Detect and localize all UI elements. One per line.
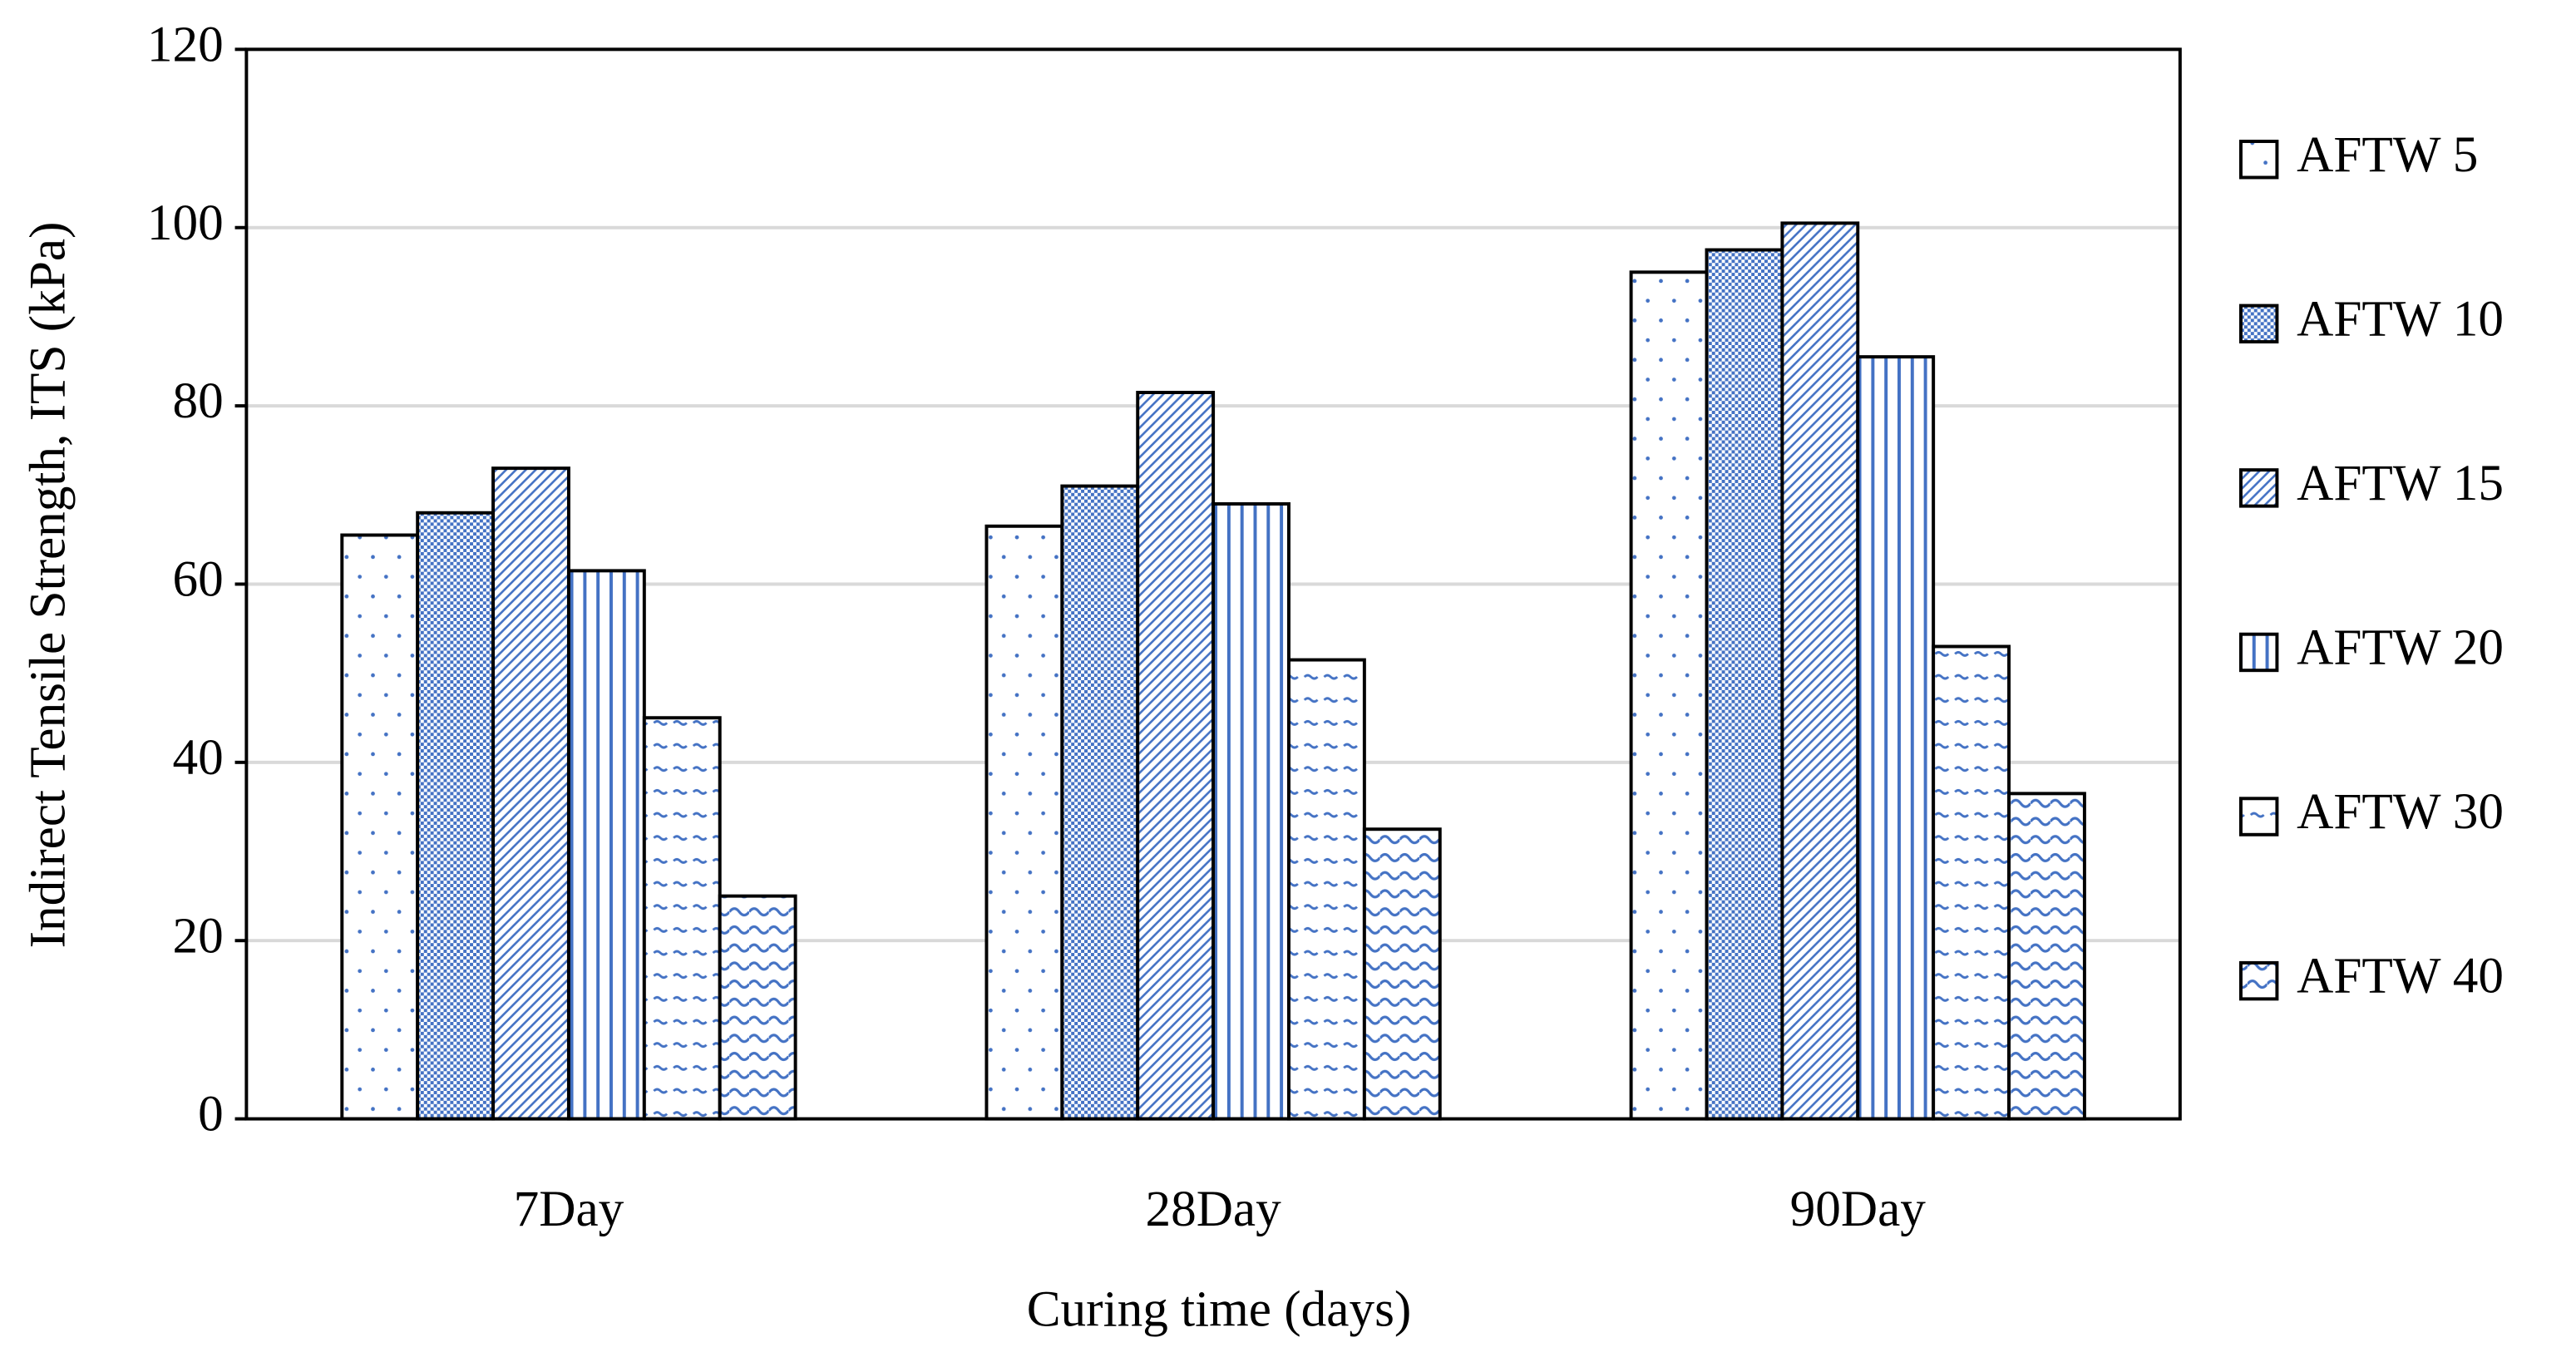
bar	[1287, 658, 1366, 1121]
y-tick-label: 40	[172, 729, 223, 786]
legend-label: AFTW 10	[2297, 290, 2504, 347]
legend-label: AFTW 30	[2297, 783, 2504, 840]
bar	[1212, 502, 1290, 1121]
y-tick-label: 60	[172, 551, 223, 608]
y-tick-label: 80	[172, 373, 223, 429]
y-tick-label: 100	[147, 195, 224, 251]
legend-swatch	[2238, 304, 2279, 344]
bar	[985, 524, 1064, 1121]
legend-label: AFTW 20	[2297, 619, 2504, 676]
bar	[1060, 484, 1140, 1121]
bar	[340, 533, 420, 1121]
legend-swatch	[2238, 468, 2279, 508]
x-tick-label: 28Day	[1145, 1181, 1281, 1237]
y-tick-label: 120	[147, 16, 224, 72]
bar	[1705, 248, 1784, 1121]
bar	[1856, 355, 1936, 1121]
bar	[491, 466, 570, 1121]
legend-swatch	[2238, 960, 2279, 1001]
bar	[2007, 792, 2086, 1121]
bar	[1362, 827, 1442, 1121]
bar	[642, 716, 722, 1121]
bar	[1932, 644, 2011, 1121]
y-tick-label: 20	[172, 907, 223, 964]
legend-swatch	[2238, 140, 2279, 180]
bar	[1780, 221, 1860, 1121]
legend-label: AFTW 5	[2297, 126, 2478, 183]
x-tick-label: 7Day	[514, 1181, 624, 1237]
plot-frame	[244, 47, 2182, 1121]
legend-label: AFTW 40	[2297, 948, 2504, 1004]
legend-swatch	[2238, 632, 2279, 673]
y-tick-label: 0	[198, 1086, 224, 1142]
legend-swatch	[2238, 797, 2279, 836]
bar	[566, 569, 646, 1121]
bar	[1629, 270, 1709, 1121]
y-axis-title: Indirect Tensile Strength, ITS (kPa)	[19, 222, 76, 949]
bar	[416, 511, 496, 1121]
bar	[1136, 391, 1216, 1121]
x-tick-label: 90Day	[1790, 1181, 1927, 1237]
bar	[718, 894, 797, 1121]
legend-label: AFTW 15	[2297, 455, 2504, 511]
x-axis-title: Curing time (days)	[1027, 1281, 1412, 1338]
